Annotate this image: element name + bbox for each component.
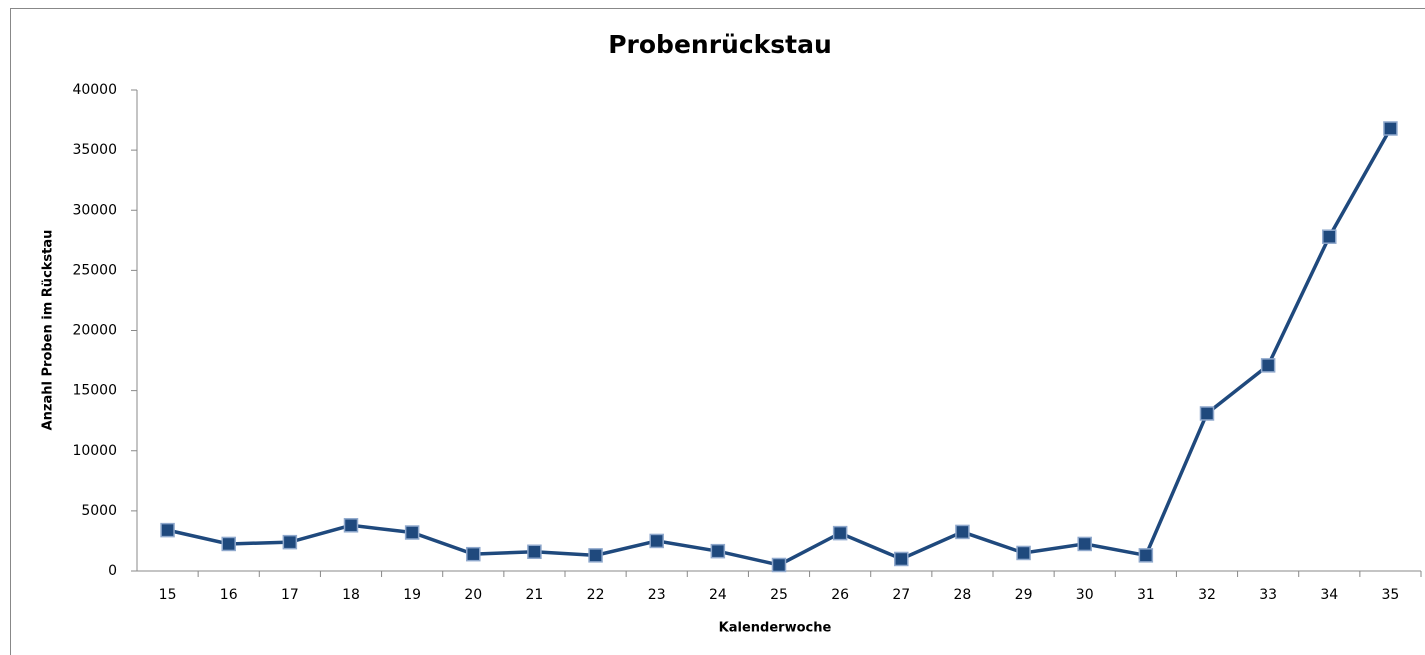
x-axis-title: Kalenderwoche	[719, 621, 832, 636]
marker	[343, 518, 359, 533]
x-tick-label: 24	[709, 587, 727, 603]
marker	[710, 543, 726, 559]
y-tick-label: 0	[108, 563, 117, 579]
x-tick-label: 30	[1076, 587, 1094, 603]
y-tick-label: 5000	[81, 503, 117, 519]
y-tick-label: 35000	[72, 142, 117, 158]
marker	[588, 548, 603, 563]
marker	[1016, 545, 1031, 561]
x-tick-label: 18	[342, 587, 360, 603]
x-tick-label: 22	[587, 587, 605, 603]
x-tick-label: 27	[892, 587, 910, 603]
x-tick-label: 17	[281, 587, 299, 603]
y-tick-label: 10000	[72, 443, 117, 459]
x-tick-label: 19	[403, 587, 421, 603]
x-tick-label: 21	[526, 587, 544, 603]
y-tick-label: 40000	[72, 82, 117, 98]
x-tick-label: 26	[831, 587, 849, 603]
y-axis-title: Anzahl Proben im Rückstau	[41, 230, 56, 431]
y-tick-label: 20000	[72, 323, 117, 339]
marker	[1383, 121, 1398, 136]
marker	[160, 522, 175, 538]
marker	[1138, 548, 1154, 563]
marker	[1199, 406, 1215, 421]
x-tick-label: 16	[220, 587, 238, 603]
y-tick-label: 15000	[72, 383, 117, 399]
marker	[1077, 536, 1092, 552]
marker	[771, 557, 787, 573]
marker	[1322, 229, 1337, 244]
x-tick-label: 29	[1015, 587, 1033, 603]
y-tick-label: 25000	[72, 262, 117, 278]
chart-title: Probenrückstau	[608, 30, 832, 59]
x-tick-label: 28	[954, 587, 972, 603]
marker	[404, 525, 420, 540]
x-tick-label: 20	[464, 587, 482, 603]
x-tick-label: 15	[159, 587, 177, 603]
x-tick-label: 33	[1259, 587, 1277, 603]
x-tick-label: 35	[1382, 587, 1400, 603]
marker	[221, 536, 236, 552]
marker	[1260, 358, 1276, 373]
marker	[832, 525, 848, 541]
marker	[649, 533, 664, 549]
marker	[955, 524, 970, 540]
marker	[282, 534, 298, 550]
x-tick-label: 31	[1137, 587, 1155, 603]
x-tick-label: 34	[1320, 587, 1338, 603]
marker	[527, 544, 542, 560]
x-tick-label: 25	[770, 587, 788, 603]
marker	[466, 546, 481, 562]
marker	[894, 551, 909, 567]
x-tick-label: 23	[648, 587, 666, 603]
x-tick-label: 32	[1198, 587, 1216, 603]
y-tick-label: 30000	[72, 202, 117, 218]
